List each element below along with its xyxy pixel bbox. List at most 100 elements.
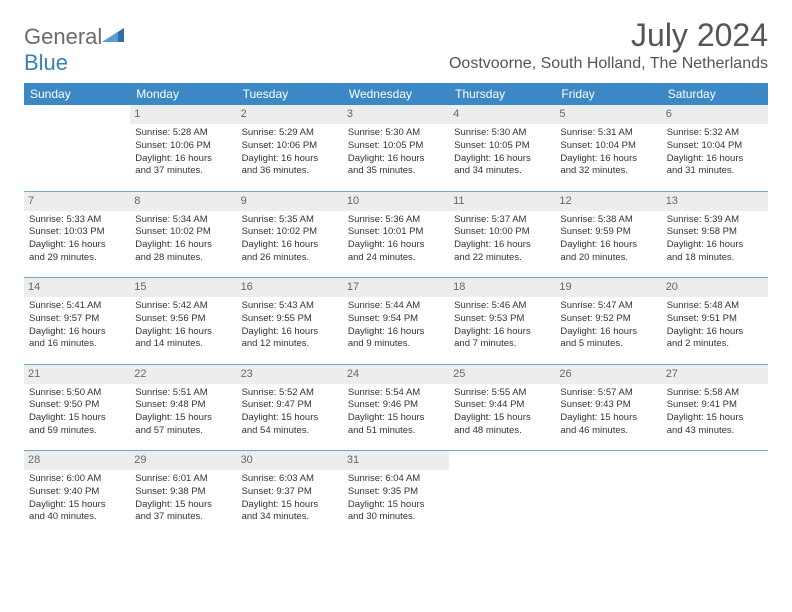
day-number: 25 [449,365,555,384]
sunrise-text: Sunrise: 5:50 AM [29,387,125,400]
daylight-text: Daylight: 16 hours [135,326,231,339]
daylight-text: and 57 minutes. [135,425,231,438]
daylight-text: and 48 minutes. [454,425,550,438]
week-row: 7Sunrise: 5:33 AMSunset: 10:03 PMDayligh… [24,192,768,278]
sunrise-text: Sunrise: 6:03 AM [242,473,338,486]
day-number: 24 [343,365,449,384]
day-cell: 31Sunrise: 6:04 AMSunset: 9:35 PMDayligh… [343,451,449,537]
daylight-text: and 36 minutes. [242,165,338,178]
day-number: 7 [24,192,130,211]
daylight-text: and 18 minutes. [667,252,763,265]
daylight-text: and 37 minutes. [135,511,231,524]
day-number: 21 [24,365,130,384]
daylight-text: Daylight: 16 hours [560,239,656,252]
sunset-text: Sunset: 9:43 PM [560,399,656,412]
day-number: 28 [24,451,130,470]
daylight-text: Daylight: 15 hours [348,499,444,512]
sunset-text: Sunset: 9:54 PM [348,313,444,326]
day-cell: 7Sunrise: 5:33 AMSunset: 10:03 PMDayligh… [24,192,130,278]
sunset-text: Sunset: 9:55 PM [242,313,338,326]
daylight-text: Daylight: 16 hours [348,153,444,166]
day-cell: 26Sunrise: 5:57 AMSunset: 9:43 PMDayligh… [555,365,661,451]
sunrise-text: Sunrise: 5:39 AM [667,214,763,227]
daylight-text: Daylight: 15 hours [242,412,338,425]
day-number: 13 [662,192,768,211]
header: General Blue July 2024 Oostvoorne, South… [24,18,768,81]
daylight-text: and 59 minutes. [29,425,125,438]
day-number: 22 [130,365,236,384]
day-header: Thursday [449,83,555,105]
day-cell: 6Sunrise: 5:32 AMSunset: 10:04 PMDayligh… [662,105,768,191]
sunset-text: Sunset: 10:02 PM [242,226,338,239]
day-cell: 20Sunrise: 5:48 AMSunset: 9:51 PMDayligh… [662,278,768,364]
daylight-text: Daylight: 16 hours [242,239,338,252]
daylight-text: Daylight: 16 hours [242,326,338,339]
sunset-text: Sunset: 9:56 PM [135,313,231,326]
day-number: 19 [555,278,661,297]
daylight-text: and 34 minutes. [242,511,338,524]
sunset-text: Sunset: 10:05 PM [348,140,444,153]
sunset-text: Sunset: 9:52 PM [560,313,656,326]
week-row: 28Sunrise: 6:00 AMSunset: 9:40 PMDayligh… [24,451,768,537]
daylight-text: and 7 minutes. [454,338,550,351]
daylight-text: and 16 minutes. [29,338,125,351]
sunrise-text: Sunrise: 5:47 AM [560,300,656,313]
day-cell: 9Sunrise: 5:35 AMSunset: 10:02 PMDayligh… [237,192,343,278]
day-number: 29 [130,451,236,470]
daylight-text: and 22 minutes. [454,252,550,265]
logo-word-1: General [24,24,102,49]
daylight-text: and 26 minutes. [242,252,338,265]
daylight-text: Daylight: 15 hours [135,412,231,425]
sunset-text: Sunset: 9:37 PM [242,486,338,499]
daylight-text: Daylight: 16 hours [348,239,444,252]
daylight-text: Daylight: 16 hours [667,239,763,252]
daylight-text: Daylight: 15 hours [29,499,125,512]
day-cell: 27Sunrise: 5:58 AMSunset: 9:41 PMDayligh… [662,365,768,451]
sunrise-text: Sunrise: 5:30 AM [454,127,550,140]
sunset-text: Sunset: 9:51 PM [667,313,763,326]
sunset-text: Sunset: 10:06 PM [135,140,231,153]
sunrise-text: Sunrise: 5:37 AM [454,214,550,227]
calendar-body: 1Sunrise: 5:28 AMSunset: 10:06 PMDayligh… [24,105,768,537]
location-text: Oostvoorne, South Holland, The Netherlan… [449,55,768,73]
sunset-text: Sunset: 9:35 PM [348,486,444,499]
daylight-text: and 9 minutes. [348,338,444,351]
sunrise-text: Sunrise: 5:55 AM [454,387,550,400]
daylight-text: Daylight: 16 hours [135,239,231,252]
day-number: 15 [130,278,236,297]
day-number: 5 [555,105,661,124]
day-number: 3 [343,105,449,124]
calendar-table: SundayMondayTuesdayWednesdayThursdayFrid… [24,83,768,537]
day-number: 17 [343,278,449,297]
sunrise-text: Sunrise: 5:31 AM [560,127,656,140]
daylight-text: Daylight: 16 hours [29,239,125,252]
daylight-text: and 24 minutes. [348,252,444,265]
daylight-text: Daylight: 16 hours [560,326,656,339]
sunset-text: Sunset: 9:47 PM [242,399,338,412]
day-cell [449,451,555,537]
daylight-text: and 30 minutes. [348,511,444,524]
sunset-text: Sunset: 9:40 PM [29,486,125,499]
daylight-text: Daylight: 15 hours [29,412,125,425]
day-header: Wednesday [343,83,449,105]
sunrise-text: Sunrise: 5:34 AM [135,214,231,227]
daylight-text: Daylight: 16 hours [560,153,656,166]
sunrise-text: Sunrise: 5:32 AM [667,127,763,140]
daylight-text: and 32 minutes. [560,165,656,178]
day-cell: 13 Sunrise: 5:39 AMSunset: 9:58 PMDayligh… [662,192,768,278]
sunset-text: Sunset: 9:38 PM [135,486,231,499]
sunrise-text: Sunrise: 5:43 AM [242,300,338,313]
day-cell: 10Sunrise: 5:36 AMSunset: 10:01 PMDaylig… [343,192,449,278]
daylight-text: and 20 minutes. [560,252,656,265]
sunset-text: Sunset: 10:01 PM [348,226,444,239]
daylight-text: Daylight: 16 hours [667,326,763,339]
daylight-text: Daylight: 15 hours [348,412,444,425]
sunrise-text: Sunrise: 6:00 AM [29,473,125,486]
day-cell: 15Sunrise: 5:42 AMSunset: 9:56 PMDayligh… [130,278,236,364]
daylight-text: Daylight: 16 hours [348,326,444,339]
day-header: Monday [130,83,236,105]
sunset-text: Sunset: 9:58 PM [667,226,763,239]
day-number: 10 [343,192,449,211]
daylight-text: Daylight: 16 hours [135,153,231,166]
day-cell: 18Sunrise: 5:46 AMSunset: 9:53 PMDayligh… [449,278,555,364]
